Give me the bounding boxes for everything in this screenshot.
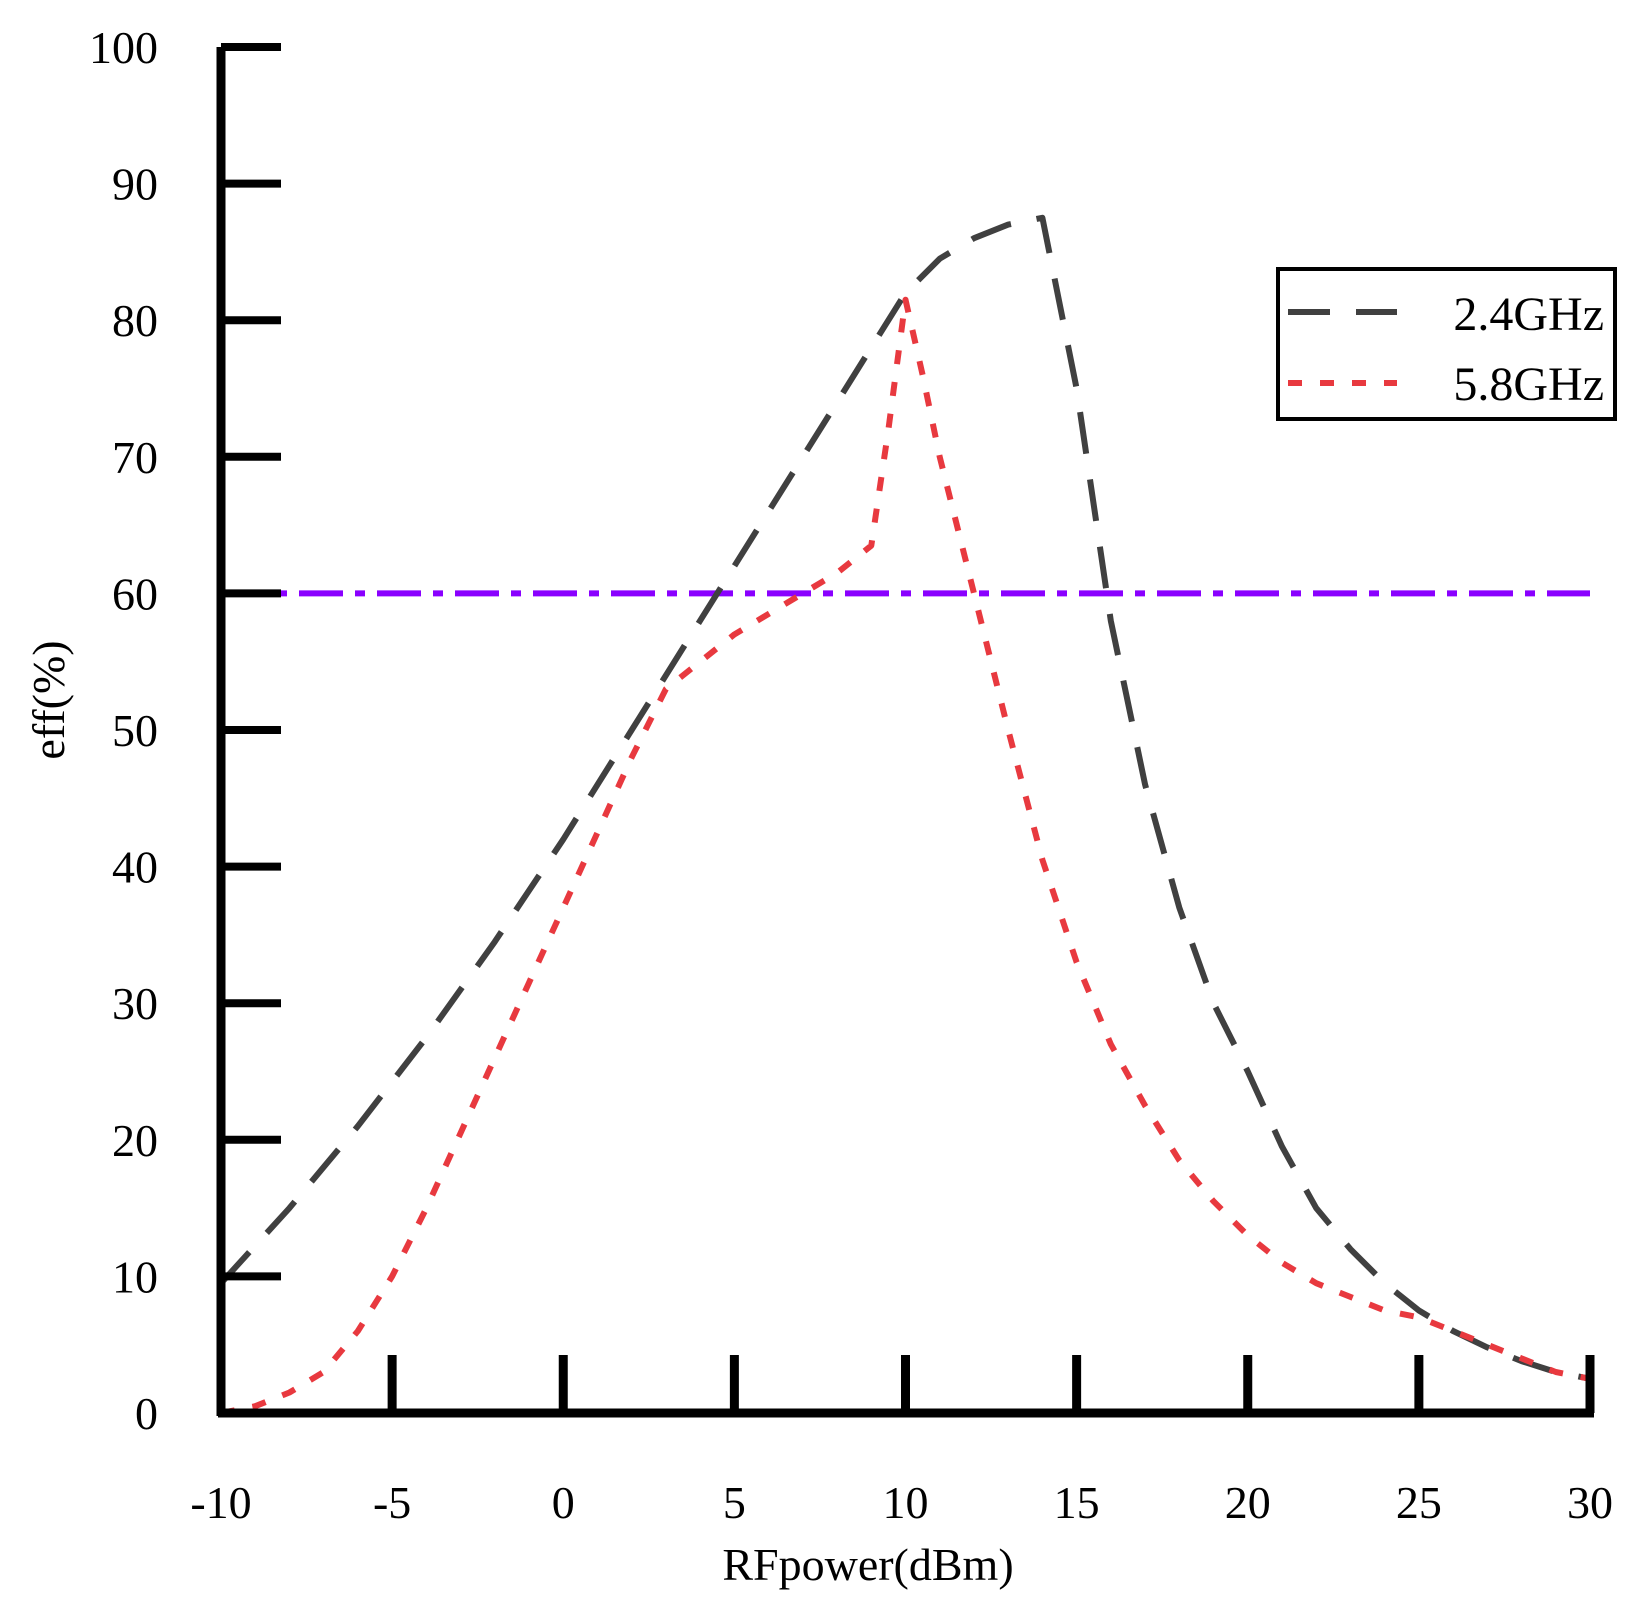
x-tick-label--5: -5 xyxy=(373,1477,411,1528)
x-tick-label-25: 25 xyxy=(1396,1477,1442,1528)
legend-label-2-4ghz: 2.4GHz xyxy=(1453,288,1604,341)
y-tick-label-50: 50 xyxy=(112,705,158,756)
x-tick-label-10: 10 xyxy=(883,1477,929,1528)
y-tick-label-20: 20 xyxy=(112,1115,158,1166)
series-line-5-8ghz xyxy=(220,296,1591,1416)
y-tick-label-100: 100 xyxy=(89,22,158,73)
y-tick-label-80: 80 xyxy=(112,295,158,346)
series-layer xyxy=(218,214,1591,1416)
x-tick-label-15: 15 xyxy=(1054,1477,1100,1528)
legend-box xyxy=(1276,267,1617,421)
series-line-2-4ghz xyxy=(218,214,1591,1382)
x-tick-label--10: -10 xyxy=(190,1477,251,1528)
legend-label-5-8ghz: 5.8GHz xyxy=(1453,358,1604,411)
ticks-layer: 0 10 20 30 40 50 60 70 80 90 100 -10 -5 0 5 10 15 20 25 30 xyxy=(89,22,1613,1528)
y-axis-title: eff(%) xyxy=(23,640,74,759)
y-tick-label-60: 60 xyxy=(112,568,158,619)
x-axis-title: RFpower(dBm) xyxy=(722,1539,1013,1590)
y-tick-label-0: 0 xyxy=(135,1388,158,1439)
y-tick-label-30: 30 xyxy=(112,978,158,1029)
y-tick-label-70: 70 xyxy=(112,432,158,483)
legend: 2.4GHz 5.8GHz xyxy=(1276,267,1617,421)
x-tick-label-20: 20 xyxy=(1225,1477,1271,1528)
x-tick-label-0: 0 xyxy=(552,1477,575,1528)
x-tick-label-30: 30 xyxy=(1567,1477,1613,1528)
axes-layer xyxy=(216,47,1594,1418)
y-tick-label-10: 10 xyxy=(112,1251,158,1302)
x-tick-label-5: 5 xyxy=(723,1477,746,1528)
y-tick-label-40: 40 xyxy=(112,842,158,893)
y-tick-label-90: 90 xyxy=(112,159,158,210)
